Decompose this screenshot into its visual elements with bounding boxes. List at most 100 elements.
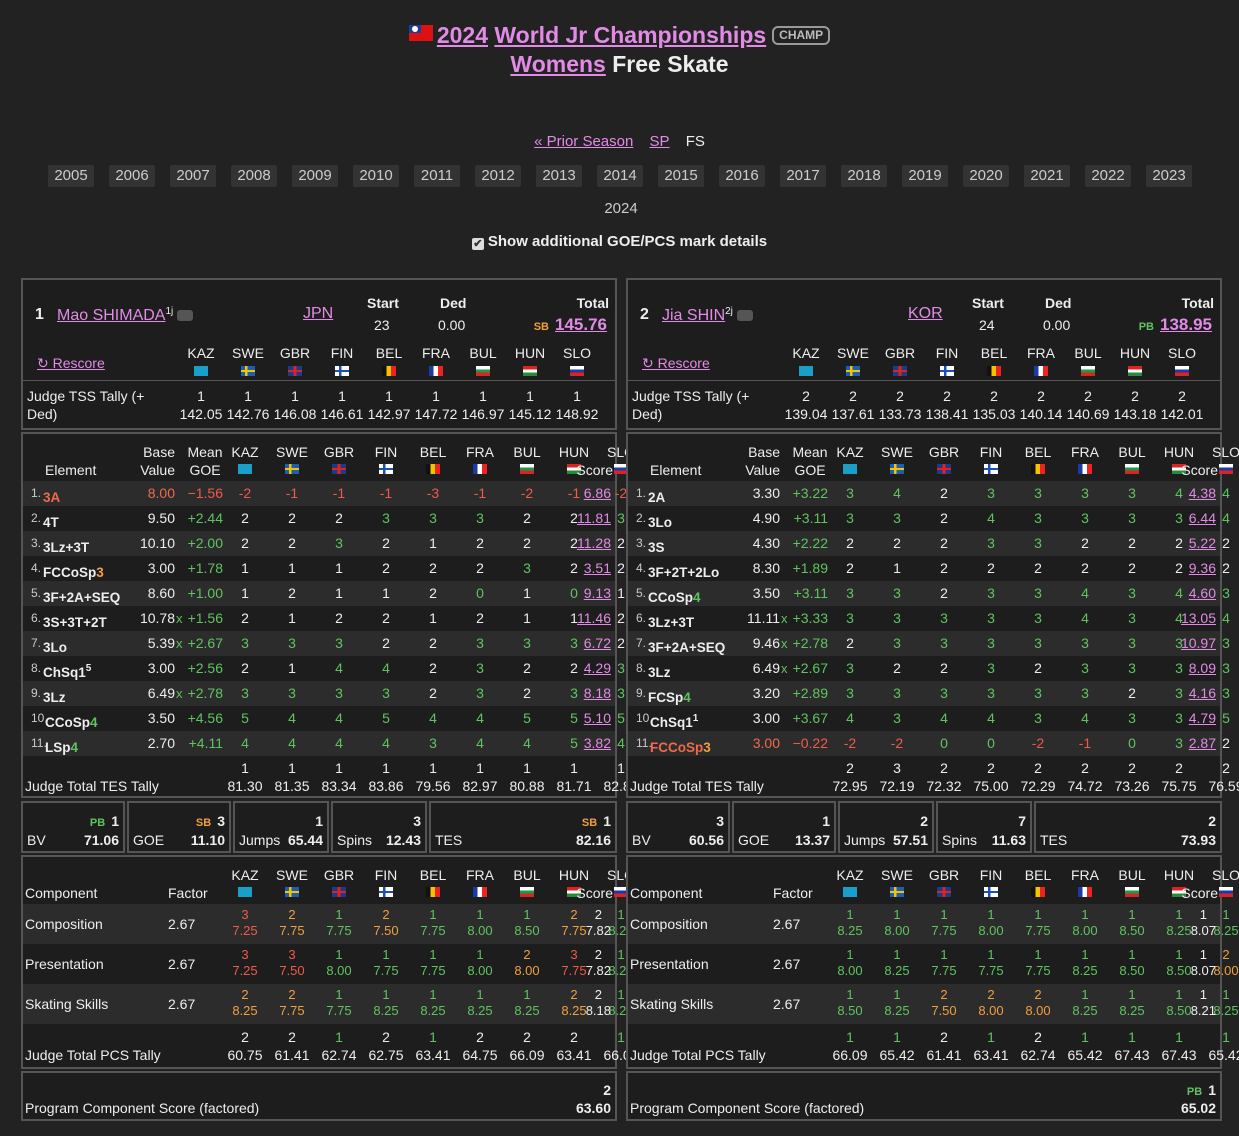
year-button-2013[interactable]: 2013	[536, 165, 582, 187]
total-link[interactable]: 145.76	[555, 315, 607, 334]
show-details-toggle[interactable]: ✔ Show additional GOE/PCS mark details	[0, 233, 1239, 250]
sp-link[interactable]: SP	[649, 133, 670, 150]
year-button-2020[interactable]: 2020	[963, 165, 1009, 187]
component-row: Presentation 2.67 1 8.00 1 8.25 1 7.75 1 7.75 1 7.7…	[628, 944, 1239, 984]
year-button-2022[interactable]: 2022	[1085, 165, 1131, 187]
judge-goe-SWE: 3	[893, 635, 901, 651]
element-score[interactable]: 11.81	[577, 510, 611, 526]
year-button-2024[interactable]: 2024	[604, 200, 638, 217]
judge-goe-BUL: 3	[1128, 710, 1136, 726]
element-score[interactable]: 11.46	[577, 610, 611, 626]
tss-rank-HUN: 1	[526, 388, 534, 404]
element-score[interactable]: 13.05	[1180, 610, 1216, 626]
element-name: 3Lz	[648, 656, 671, 685]
element-number: 10.	[636, 711, 653, 725]
goe-header: GOE	[794, 462, 826, 478]
skater-nation-link[interactable]: KOR	[908, 305, 943, 322]
element-score[interactable]: 3.51	[583, 560, 611, 576]
pcs-judge-rank: 1	[1034, 947, 1042, 962]
year-button-2023[interactable]: 2023	[1146, 165, 1192, 187]
element-score[interactable]: 10.97	[1180, 635, 1216, 651]
element-score[interactable]: 4.60	[1188, 585, 1216, 601]
element-score[interactable]: 3.82	[583, 735, 611, 751]
pcs-judge-SWE: 2 7.75	[270, 987, 314, 1019]
element-score[interactable]: 6.44	[1188, 510, 1216, 526]
year-button-2019[interactable]: 2019	[902, 165, 948, 187]
category-link[interactable]: Womens	[510, 51, 606, 77]
flag-gbr-icon	[288, 366, 302, 376]
skater-name-link[interactable]: Jia SHIN	[662, 307, 726, 324]
tss-value-SWE: 142.76	[226, 406, 270, 422]
year-button-2016[interactable]: 2016	[719, 165, 765, 187]
event-link[interactable]: World Jr Championships	[494, 22, 767, 48]
element-score[interactable]: 2.87	[1188, 735, 1216, 751]
element-score[interactable]: 9.36	[1188, 560, 1216, 576]
component-score: 1 8.07	[1191, 907, 1216, 939]
component-rank: 1	[1199, 907, 1207, 922]
year-button-2010[interactable]: 2010	[353, 165, 399, 187]
element-name: CCoSp4	[45, 706, 98, 735]
year-link[interactable]: 2024	[436, 22, 488, 48]
video-icon[interactable]	[736, 310, 753, 321]
element-code: CCoSp	[45, 715, 90, 730]
year-button-2008[interactable]: 2008	[231, 165, 277, 187]
year-button-2009[interactable]: 2009	[292, 165, 338, 187]
year-button-2021[interactable]: 2021	[1024, 165, 1070, 187]
prior-season-link[interactable]: « Prior Season	[534, 133, 634, 150]
pcs-judge-rank: 1	[476, 987, 484, 1002]
pcs-judge-mark: 7.50	[931, 1003, 957, 1018]
tes-rank-BEL: 1	[429, 760, 437, 776]
element-score[interactable]: 6.86	[583, 485, 611, 501]
year-button-2007[interactable]: 2007	[170, 165, 216, 187]
flag-bel-icon	[426, 887, 440, 897]
judge-goe-BEL: 3	[1034, 685, 1042, 701]
year-button-2011[interactable]: 2011	[414, 165, 460, 187]
element-score[interactable]: 4.79	[1188, 710, 1216, 726]
element-score[interactable]: 5.10	[583, 710, 611, 726]
judge-goe-HUN: 3	[1175, 635, 1183, 651]
start-label: Start	[367, 295, 399, 311]
year-button-2018[interactable]: 2018	[841, 165, 887, 187]
element-score[interactable]: 11.28	[577, 535, 611, 551]
pcs-judge-mark: 8.00	[1025, 1003, 1051, 1018]
judge-goe-FRA: 2	[1081, 535, 1089, 551]
element-mean-goe: +2.22	[792, 535, 828, 551]
element-code: 3F+2A+SEQ	[43, 590, 121, 605]
element-score[interactable]: 8.09	[1188, 660, 1216, 676]
summary-goe-badge: SB	[195, 817, 212, 829]
rescore-link[interactable]: ↻ Rescore	[37, 355, 105, 371]
rescore-link[interactable]: ↻ Rescore	[642, 355, 710, 371]
pcs-total-rank: 2	[597, 1082, 611, 1098]
year-button-2014[interactable]: 2014	[597, 165, 643, 187]
element-number: 11.	[31, 736, 47, 750]
pcs-judge-header-GBR: GBR	[928, 867, 960, 883]
tes-rank-SLO: 1	[617, 760, 625, 776]
elements-table: Element Base Value Mean GOE KAZ SWE GBR FIN BEL FR…	[626, 432, 1239, 798]
year-button-2012[interactable]: 2012	[475, 165, 521, 187]
total-link[interactable]: 138.95	[1160, 315, 1212, 334]
element-score[interactable]: 4.16	[1188, 685, 1216, 701]
element-base-value: 5.39	[147, 635, 175, 651]
summary-tes: SB 1 TES 82.16	[429, 801, 617, 853]
summary-spins: 7 Spins 11.63	[936, 801, 1032, 853]
skater-name-link[interactable]: Mao SHIMADA	[57, 307, 166, 324]
element-score[interactable]: 4.38	[1188, 485, 1216, 501]
flag-hun-icon	[1172, 464, 1186, 474]
judge-goe-SLO: 3	[1222, 660, 1230, 676]
year-button-2015[interactable]: 2015	[658, 165, 704, 187]
element-score[interactable]: 5.22	[1188, 535, 1216, 551]
checkbox-checked-icon[interactable]: ✔	[471, 238, 484, 250]
element-score[interactable]: 6.72	[583, 635, 611, 651]
video-icon[interactable]	[177, 310, 194, 321]
element-score[interactable]: 9.13	[583, 585, 611, 601]
pcs-rank-BEL: 2	[1034, 1029, 1042, 1045]
element-mean-goe: +3.22	[792, 485, 828, 501]
skater-nation-link[interactable]: JPN	[303, 305, 334, 322]
flag-swe-icon	[241, 366, 255, 376]
year-button-2017[interactable]: 2017	[780, 165, 826, 187]
element-score[interactable]: 4.29	[583, 660, 611, 676]
year-button-2005[interactable]: 2005	[48, 165, 94, 187]
year-button-2006[interactable]: 2006	[109, 165, 155, 187]
element-score[interactable]: 8.18	[583, 685, 611, 701]
tss-rank-FIN: 2	[943, 388, 951, 404]
